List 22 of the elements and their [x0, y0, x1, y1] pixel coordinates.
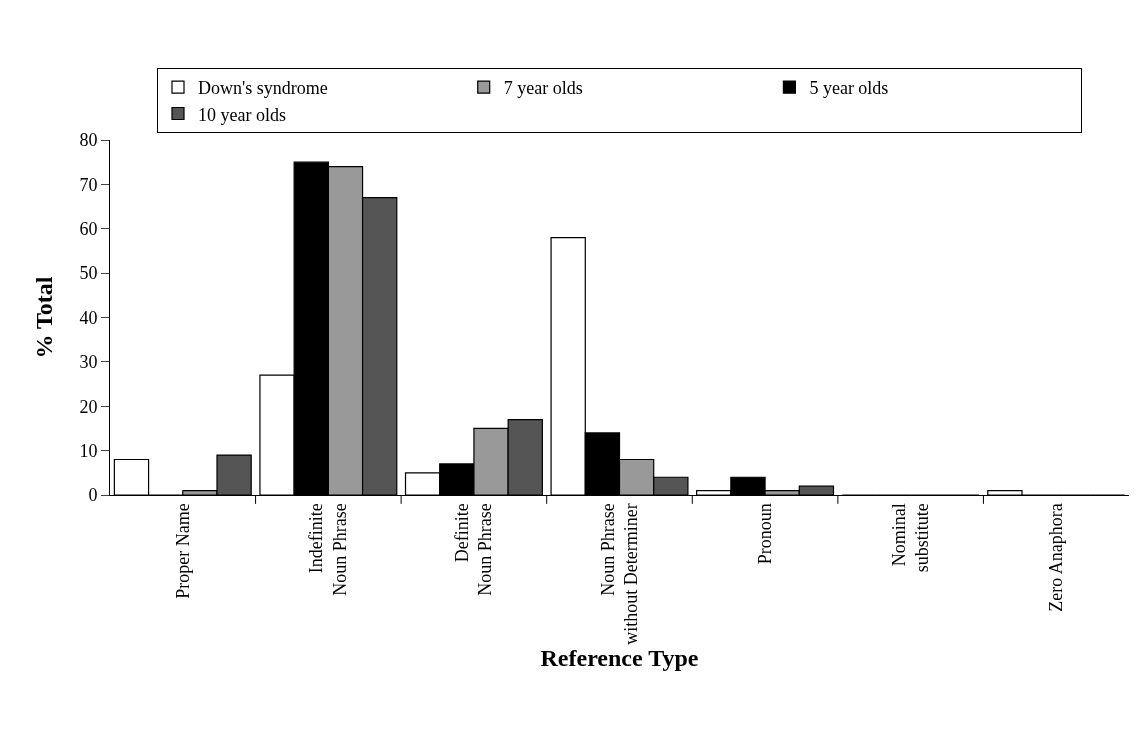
y-tick-label: 80 [79, 130, 98, 151]
y-tick-label: 70 [79, 174, 98, 195]
y-tick-label: 50 [79, 263, 98, 284]
x-tick-label: Zero Anaphora [1046, 503, 1067, 612]
x-tick-label: Indefinite Noun Phrase [306, 503, 350, 596]
y-tick-label: 20 [79, 396, 98, 417]
x-tick-label: Proper Name [172, 503, 193, 599]
legend-label: 5 year olds [809, 78, 889, 99]
legend-label: 10 year olds [198, 104, 286, 125]
y-tick-label: 30 [79, 352, 98, 373]
x-tick-label: Definite Noun Phrase [452, 503, 496, 596]
legend-label: Down's syndrome [198, 78, 328, 99]
y-axis-title: % Total [31, 276, 57, 359]
x-tick-label: Noun Phrase without Determiner [597, 503, 642, 645]
x-tick-label: Nominal substitute [888, 503, 933, 573]
x-tick-label: Pronoun [754, 503, 775, 565]
legend-label: 7 year olds [503, 78, 583, 99]
x-axis-title: Reference Type [540, 644, 699, 671]
y-tick-label: 10 [79, 440, 98, 461]
y-tick-label: 0 [88, 485, 98, 506]
y-tick-label: 60 [79, 219, 98, 240]
y-tick-label: 40 [79, 307, 98, 328]
